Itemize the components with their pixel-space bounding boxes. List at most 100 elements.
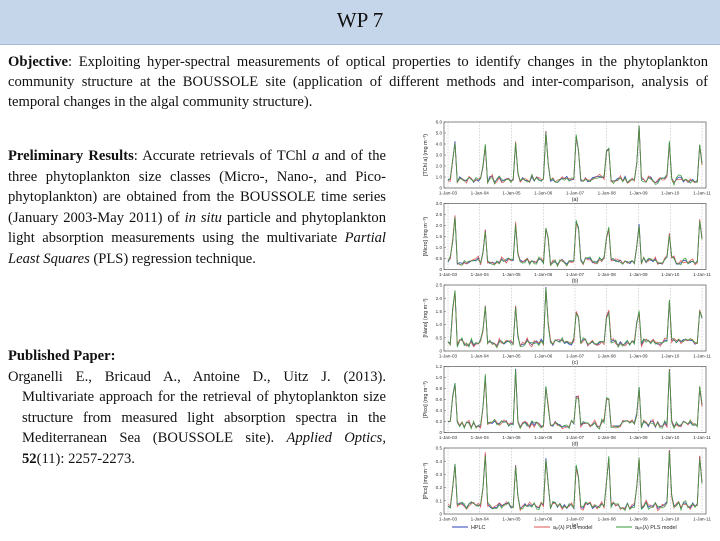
y-tick-label: 1.2: [436, 364, 443, 369]
x-tick-label: 1-Jan-03: [439, 191, 458, 196]
panel-letter: (a): [572, 197, 579, 203]
results-italic-1: a: [311, 148, 320, 164]
x-tick-label: 1-Jan-09: [629, 354, 648, 359]
x-tick-label: 1-Jan-05: [502, 272, 521, 277]
x-tick-label: 1-Jan-09: [629, 435, 648, 440]
paper-heading: Published Paper:: [8, 346, 386, 367]
paper-label: Published Paper: [8, 348, 111, 364]
x-tick-label: 1-Jan-05: [502, 435, 521, 440]
y-axis-label: [Pico] (mg m⁻³): [423, 462, 429, 499]
y-tick-label: 0: [439, 267, 442, 272]
y-tick-label: 0.1: [436, 498, 443, 503]
y-tick-label: 1.5: [436, 234, 443, 239]
paper-text-1: Organelli E., Bricaud A., Antoine D., Ui…: [8, 368, 386, 447]
results-text-4: (PLS) regression technique.: [89, 250, 256, 267]
x-tick-label: 1-Jan-10: [661, 354, 680, 359]
x-tick-label: 1-Jan-03: [439, 517, 458, 522]
y-tick-label: 0.5: [436, 256, 443, 261]
x-tick-label: 1-Jan-06: [534, 191, 553, 196]
preliminary-results: Preliminary Results: Accurate retrievals…: [8, 146, 386, 269]
y-axis-label: [Nano] (mg m⁻³): [423, 298, 429, 337]
y-tick-label: 2.5: [436, 283, 443, 288]
x-tick-label: 1-Jan-09: [629, 191, 648, 196]
y-tick-label: 0.6: [436, 397, 443, 402]
x-tick-label: 1-Jan-10: [661, 191, 680, 196]
legend-label: HPLC: [471, 525, 485, 531]
time-series-figure: 1-Jan-03 1-Jan-04 1-Jan-05 1-Jan-06 1-Jan-07…: [414, 118, 714, 536]
x-tick-label: 1-Jan-10: [661, 272, 680, 277]
legend-label: aₚ(λ) PLS model: [553, 525, 592, 531]
series-line: [447, 287, 703, 349]
y-tick-label: 0: [439, 512, 442, 517]
x-tick-label: 1-Jan-07: [566, 435, 585, 440]
series-line: [447, 451, 703, 512]
paper-label-suffix: :: [110, 348, 116, 364]
x-tick-label: 1-Jan-06: [534, 272, 553, 277]
y-tick-label: 0.8: [436, 386, 443, 391]
x-tick-label: 1-Jan-05: [502, 191, 521, 196]
x-tick-label: 1-Jan-07: [566, 517, 585, 522]
y-axis-label: [Pico] (mg m⁻³): [423, 381, 429, 418]
figure-svg: 1-Jan-03 1-Jan-04 1-Jan-05 1-Jan-06 1-Jan-07…: [423, 120, 711, 531]
y-tick-label: 6.0: [436, 120, 443, 125]
y-tick-label: 2.0: [436, 164, 443, 169]
x-tick-label: 1-Jan-07: [566, 191, 585, 196]
panel-letter: (b): [572, 279, 579, 285]
x-tick-label: 1-Jan-06: [534, 517, 553, 522]
x-tick-label: 1-Jan-06: [534, 354, 553, 359]
paper-volume: 52: [22, 450, 37, 467]
y-tick-label: 0.2: [436, 485, 443, 490]
y-tick-label: 0.4: [436, 408, 443, 413]
results-text-1: : Accurate retrievals of TChl: [133, 148, 312, 164]
x-tick-label: 1-Jan-11: [693, 435, 711, 440]
objective-paragraph: Objective: Exploiting hyper-spectral mea…: [8, 52, 708, 112]
x-tick-label: 1-Jan-05: [502, 354, 521, 359]
y-tick-label: 0.4: [436, 459, 443, 464]
y-tick-label: 1.5: [436, 309, 443, 314]
x-tick-label: 1-Jan-04: [471, 435, 490, 440]
y-tick-label: 0: [439, 430, 442, 435]
results-italic-3: Partial Least Squares: [8, 230, 386, 267]
objective-text: : Exploiting hyper-spectral measurements…: [8, 54, 708, 110]
panel-letter: (e): [572, 523, 579, 529]
x-tick-label: 1-Jan-11: [693, 191, 711, 196]
y-tick-label: 2.0: [436, 296, 443, 301]
y-tick-label: 0.5: [436, 335, 443, 340]
series-line: [447, 217, 703, 268]
y-tick-label: 1.0: [436, 375, 443, 380]
paper-journal: Applied Optics: [286, 430, 383, 446]
y-tick-label: 1.0: [436, 175, 443, 180]
x-tick-label: 1-Jan-11: [693, 354, 711, 359]
x-tick-label: 1-Jan-10: [661, 435, 680, 440]
x-tick-label: 1-Jan-09: [629, 272, 648, 277]
panel-letter: (c): [572, 360, 578, 366]
x-tick-label: 1-Jan-03: [439, 435, 458, 440]
slide-title: WP 7: [336, 8, 384, 32]
published-paper: Published Paper: Organelli E., Bricaud A…: [8, 346, 386, 469]
x-tick-label: 1-Jan-04: [471, 517, 490, 522]
y-tick-label: 1.0: [436, 245, 443, 250]
x-tick-label: 1-Jan-08: [598, 272, 617, 277]
x-tick-label: 1-Jan-08: [598, 354, 617, 359]
y-tick-label: 3.0: [436, 153, 443, 158]
x-tick-label: 1-Jan-04: [471, 191, 490, 196]
panel-letter: (d): [572, 442, 579, 448]
paper-sep: ,: [382, 430, 386, 446]
y-axis-label: [TChl a] (mg m⁻³): [423, 134, 429, 176]
results-label: Preliminary Results: [8, 148, 134, 164]
legend-label: aₚₕ(λ) PLS model: [635, 525, 677, 531]
x-tick-label: 1-Jan-03: [439, 272, 458, 277]
y-tick-label: 0.5: [436, 446, 443, 451]
y-tick-label: 2.0: [436, 223, 443, 228]
x-tick-label: 1-Jan-11: [693, 517, 711, 522]
series-line: [447, 369, 703, 430]
y-tick-label: 0: [439, 186, 442, 191]
y-tick-label: 3.0: [436, 201, 443, 206]
results-text-3: particle and phytoplankton light absorpt…: [8, 209, 386, 247]
x-tick-label: 1-Jan-04: [471, 272, 490, 277]
x-tick-label: 1-Jan-09: [629, 517, 648, 522]
x-tick-label: 1-Jan-08: [598, 191, 617, 196]
x-tick-label: 1-Jan-07: [566, 272, 585, 277]
y-tick-label: 4.0: [436, 142, 443, 147]
y-tick-label: 0.3: [436, 472, 443, 477]
